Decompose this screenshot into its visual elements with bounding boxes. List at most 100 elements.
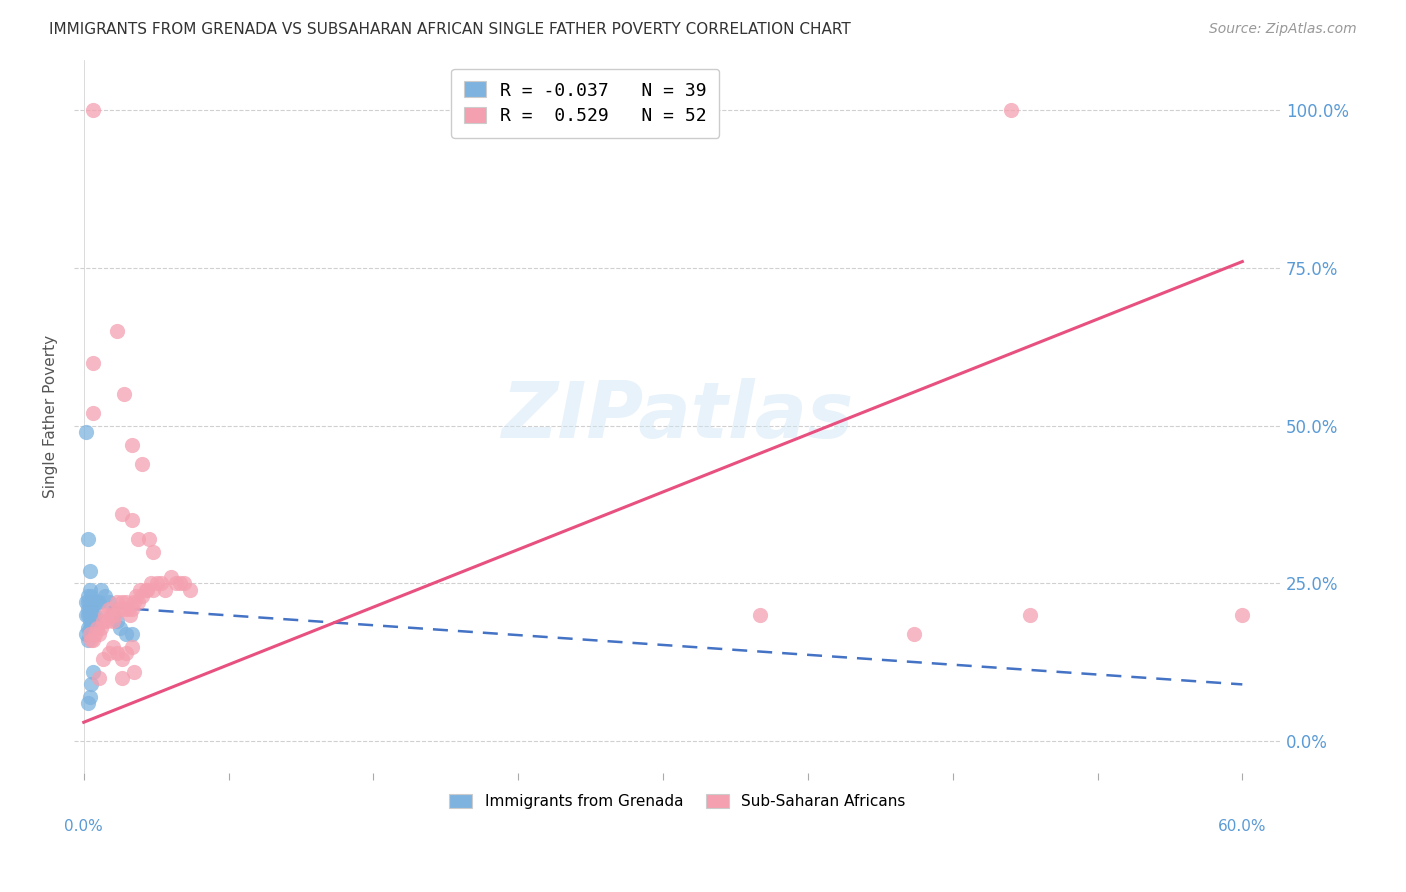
Point xyxy=(107,601,129,615)
Point xyxy=(84,595,107,609)
Point xyxy=(82,406,104,420)
Point xyxy=(128,582,150,597)
Point xyxy=(79,595,101,609)
Point xyxy=(84,607,107,622)
Point xyxy=(79,601,101,615)
Point xyxy=(76,589,98,603)
Point xyxy=(169,576,191,591)
Point xyxy=(115,646,138,660)
Point xyxy=(104,607,127,622)
Point xyxy=(121,601,143,615)
Point xyxy=(82,633,104,648)
Point xyxy=(121,437,143,451)
Point xyxy=(76,633,98,648)
Point xyxy=(84,627,107,641)
Text: 60.0%: 60.0% xyxy=(1218,819,1267,834)
Point xyxy=(76,607,98,622)
Point xyxy=(111,652,134,666)
Point xyxy=(159,570,181,584)
Point xyxy=(89,595,111,609)
Point xyxy=(80,621,103,635)
Text: IMMIGRANTS FROM GRENADA VS SUBSAHARAN AFRICAN SINGLE FATHER POVERTY CORRELATION : IMMIGRANTS FROM GRENADA VS SUBSAHARAN AF… xyxy=(49,22,851,37)
Point xyxy=(89,671,111,685)
Point xyxy=(76,696,98,710)
Point xyxy=(82,355,104,369)
Point xyxy=(101,615,124,629)
Point xyxy=(91,615,114,629)
Point xyxy=(122,595,145,609)
Point xyxy=(111,671,134,685)
Point xyxy=(79,627,101,641)
Point xyxy=(79,621,101,635)
Point xyxy=(748,607,770,622)
Point xyxy=(80,589,103,603)
Point xyxy=(75,595,97,609)
Point xyxy=(141,576,163,591)
Point xyxy=(165,576,187,591)
Point xyxy=(110,621,132,635)
Point xyxy=(153,582,176,597)
Point xyxy=(117,601,139,615)
Point xyxy=(136,582,159,597)
Point xyxy=(75,425,97,439)
Point xyxy=(142,582,165,597)
Point xyxy=(131,457,153,471)
Point xyxy=(115,627,138,641)
Point xyxy=(1232,607,1254,622)
Point xyxy=(82,665,104,679)
Point xyxy=(79,582,101,597)
Point xyxy=(76,601,98,615)
Point xyxy=(111,507,134,521)
Point xyxy=(79,615,101,629)
Point xyxy=(89,627,111,641)
Point xyxy=(131,589,153,603)
Point xyxy=(79,607,101,622)
Point xyxy=(105,615,128,629)
Point xyxy=(142,545,165,559)
Point xyxy=(112,601,135,615)
Point xyxy=(1000,103,1022,117)
Point xyxy=(127,533,149,547)
Text: 0.0%: 0.0% xyxy=(65,819,103,834)
Point xyxy=(80,633,103,648)
Point xyxy=(101,607,124,622)
Point xyxy=(79,627,101,641)
Point xyxy=(90,621,112,635)
Point xyxy=(97,646,120,660)
Point xyxy=(82,615,104,629)
Point xyxy=(101,640,124,654)
Point xyxy=(96,615,118,629)
Point xyxy=(75,607,97,622)
Point xyxy=(135,582,157,597)
Point xyxy=(76,533,98,547)
Point xyxy=(82,595,104,609)
Text: Source: ZipAtlas.com: Source: ZipAtlas.com xyxy=(1209,22,1357,37)
Legend: Immigrants from Grenada, Sub-Saharan Africans: Immigrants from Grenada, Sub-Saharan Afr… xyxy=(443,788,911,815)
Point xyxy=(127,595,149,609)
Point xyxy=(80,601,103,615)
Point xyxy=(111,595,134,609)
Point xyxy=(903,627,925,641)
Point xyxy=(86,595,108,609)
Point xyxy=(173,576,195,591)
Point xyxy=(79,564,101,578)
Text: ZIPatlas: ZIPatlas xyxy=(502,378,853,454)
Point xyxy=(146,576,169,591)
Point xyxy=(122,665,145,679)
Point xyxy=(149,576,172,591)
Point xyxy=(125,589,148,603)
Point xyxy=(536,103,558,117)
Point xyxy=(97,595,120,609)
Point xyxy=(1019,607,1042,622)
Point xyxy=(75,627,97,641)
Point xyxy=(91,652,114,666)
Y-axis label: Single Father Poverty: Single Father Poverty xyxy=(44,334,58,498)
Point xyxy=(90,582,112,597)
Point xyxy=(105,324,128,338)
Point xyxy=(121,627,143,641)
Point xyxy=(94,607,117,622)
Point xyxy=(97,601,120,615)
Point xyxy=(76,621,98,635)
Point xyxy=(82,103,104,117)
Point xyxy=(121,513,143,527)
